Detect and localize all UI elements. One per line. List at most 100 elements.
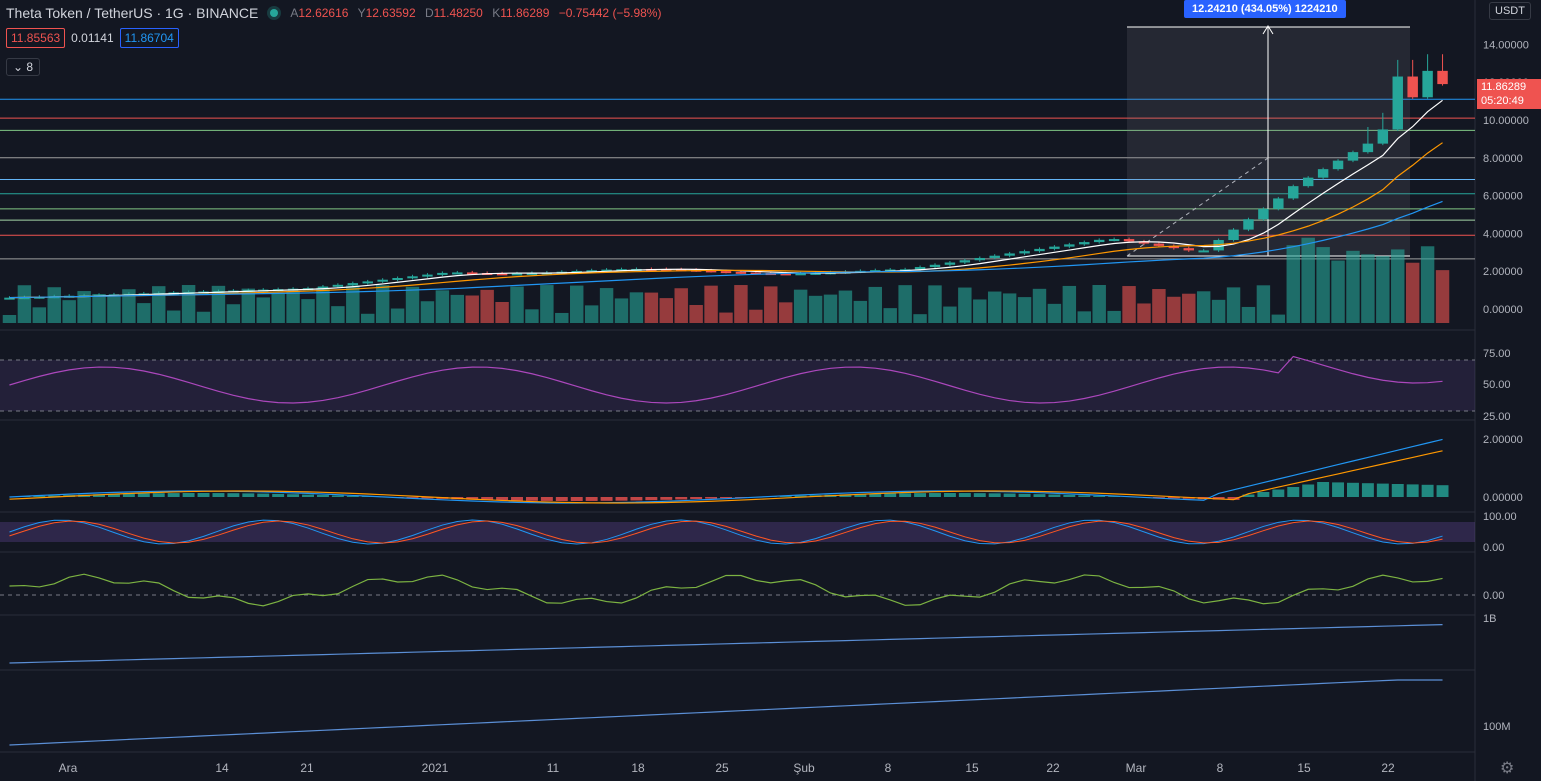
candle-body: [1407, 76, 1418, 98]
market-status-icon: [270, 9, 279, 17]
volume-bar: [361, 313, 375, 323]
sell-button[interactable]: 11.85563: [6, 28, 66, 48]
volume-bar: [286, 291, 300, 323]
candle-body: [1392, 76, 1403, 130]
volume-bar: [838, 290, 853, 323]
volume-bar: [1271, 314, 1286, 323]
change-value: −0.75442 (−5.98%): [558, 6, 662, 20]
stoch-k-line: [9, 519, 1443, 545]
macd-line: [9, 438, 1443, 504]
volume-bar: [122, 289, 136, 323]
macd-histogram-bar: [302, 494, 314, 497]
macd-histogram-bar: [1272, 489, 1285, 497]
volume-bar: [1167, 296, 1181, 323]
volume-bar: [390, 308, 405, 323]
macd-histogram-bar: [107, 493, 120, 497]
candle-body: [1332, 160, 1344, 170]
volume-bar: [778, 302, 793, 323]
buy-button[interactable]: 11.86704: [119, 28, 179, 48]
rsi-axis-label: 50.00: [1483, 379, 1511, 391]
macd-histogram-bar: [242, 493, 255, 497]
macd-axis-label: 2.00000: [1483, 434, 1523, 446]
macd-histogram-bar: [1108, 496, 1121, 497]
volume-bar: [1391, 249, 1405, 323]
volume-bar: [1047, 303, 1062, 323]
macd-histogram-bar: [585, 497, 598, 501]
macd-histogram-bar: [854, 494, 867, 497]
date-axis-label: Şub: [793, 761, 815, 775]
macd-histogram-bar: [958, 493, 971, 497]
candle-body: [914, 267, 926, 270]
volume-bar: [1196, 291, 1211, 323]
volume-bar: [868, 286, 882, 323]
volume-bar: [420, 301, 435, 323]
volume-bar: [77, 291, 91, 323]
volume-bar: [629, 292, 644, 323]
volume-bar: [823, 294, 838, 323]
macd-histogram-bar: [1346, 482, 1359, 497]
volume-bar: [211, 285, 226, 323]
volume-bar: [973, 299, 987, 323]
macd-histogram-bar: [600, 497, 613, 501]
macd-histogram-bar: [346, 495, 359, 497]
date-axis-label: 15: [965, 761, 979, 775]
last-price-tag: 11.86289 05:20:49: [1477, 79, 1541, 109]
candle-body: [720, 271, 732, 274]
candle-body: [810, 272, 821, 275]
macd-histogram-bar: [1317, 482, 1330, 497]
volume-bar: [749, 309, 763, 323]
obv-line: [9, 624, 1443, 664]
volume-bar: [465, 295, 479, 323]
volume-bar: [435, 290, 450, 323]
macd-histogram-bar: [555, 497, 568, 501]
bar-countdown: 05:20:49: [1481, 95, 1524, 107]
volume-bar: [241, 288, 256, 323]
gear-icon[interactable]: ⚙: [1500, 760, 1515, 777]
macd-histogram-bar: [973, 493, 986, 497]
measure-arrowhead: [1262, 25, 1274, 35]
obv-axis-label: 1B: [1483, 613, 1496, 625]
candle-body: [735, 271, 747, 274]
macd-signal-line: [9, 450, 1443, 504]
rsi-axis-label: 75.00: [1483, 348, 1511, 360]
macd-histogram-bar: [943, 493, 956, 497]
macd-histogram-bar: [839, 494, 852, 497]
macd-histogram-bar: [197, 493, 210, 497]
macd-histogram-bar: [1332, 482, 1345, 497]
candle-body: [422, 274, 433, 277]
candle-body: [795, 273, 806, 276]
volume-bar: [1331, 260, 1345, 323]
macd-histogram-bar: [122, 493, 135, 497]
chevron-down-icon: ⌄: [13, 60, 24, 74]
macd-histogram-bar: [914, 493, 927, 497]
macd-histogram-bar: [466, 497, 479, 500]
candle-body: [467, 272, 478, 275]
indicators-toggle-button[interactable]: ⌄ 8: [6, 58, 41, 76]
indicator-count: 8: [26, 60, 34, 74]
stoch-axis-label: 0.00: [1483, 542, 1504, 554]
candle-body: [452, 272, 463, 275]
candle-body: [884, 269, 896, 272]
macd-histogram-bar: [496, 497, 509, 501]
volume-bar: [480, 289, 494, 323]
macd-histogram-bar: [1227, 497, 1240, 500]
candle-body: [511, 273, 523, 276]
date-axis-label: 18: [631, 761, 645, 775]
currency-selector[interactable]: USDT: [1489, 2, 1531, 20]
candle-body: [586, 270, 597, 273]
candle-body: [1168, 245, 1180, 249]
ma-mid-line: [9, 142, 1443, 299]
volume-bar: [166, 310, 181, 323]
macd-histogram-bar: [1406, 484, 1419, 497]
volume-bar: [226, 304, 241, 323]
volume-bar: [1182, 293, 1196, 323]
low-value: 11.48250: [433, 6, 483, 20]
volume-bar: [913, 314, 927, 323]
macd-histogram-bar: [1242, 494, 1255, 497]
macd-histogram-bar: [511, 497, 523, 501]
volume-bar: [1077, 311, 1091, 323]
macd-histogram-bar: [630, 497, 643, 501]
candle-body: [496, 273, 508, 276]
symbol-title[interactable]: Theta Token / TetherUS · 1G · BINANCE: [6, 5, 259, 21]
